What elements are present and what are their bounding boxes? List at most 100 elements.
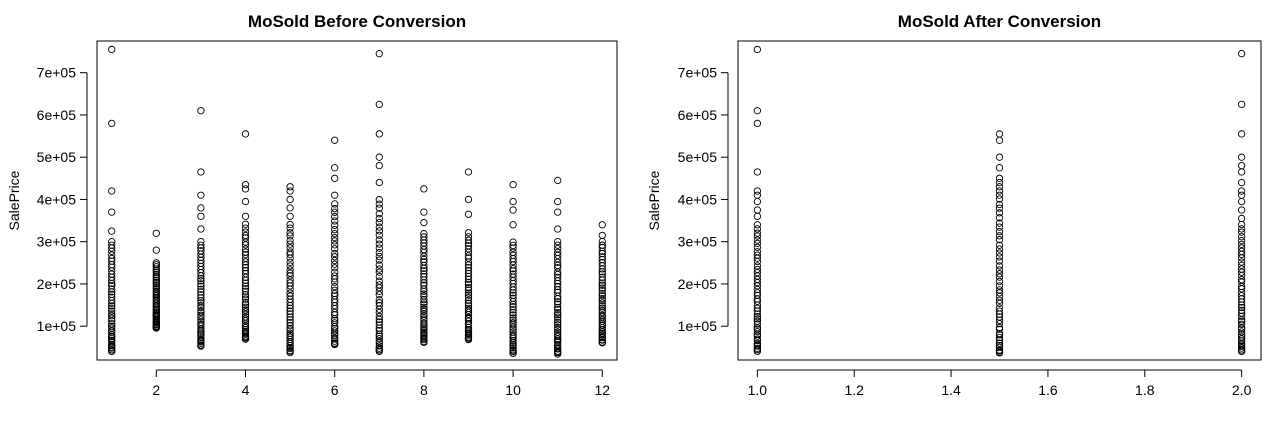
data-point bbox=[1237, 228, 1246, 236]
data-point bbox=[554, 245, 562, 253]
data-point bbox=[152, 246, 160, 254]
data-point bbox=[420, 303, 428, 312]
data-point bbox=[753, 310, 762, 318]
data-point bbox=[753, 236, 762, 244]
data-point bbox=[420, 185, 428, 193]
data-point bbox=[286, 220, 294, 229]
data-point bbox=[598, 281, 606, 289]
data-point bbox=[152, 261, 160, 269]
data-point bbox=[753, 327, 762, 336]
data-point bbox=[554, 282, 562, 291]
data-point bbox=[331, 327, 339, 335]
data-point bbox=[1237, 233, 1246, 241]
data-point bbox=[108, 320, 116, 328]
x-tick-label: 1.2 bbox=[844, 382, 864, 398]
data-point bbox=[509, 311, 517, 319]
data-point bbox=[995, 209, 1004, 217]
chart-title: MoSold Before Conversion bbox=[248, 12, 466, 31]
data-point bbox=[286, 229, 294, 237]
data-point bbox=[753, 221, 762, 229]
data-point bbox=[464, 233, 473, 241]
data-point bbox=[995, 292, 1004, 301]
data-point bbox=[375, 344, 383, 352]
data-point bbox=[995, 339, 1004, 347]
data-point bbox=[995, 253, 1004, 261]
data-point bbox=[331, 324, 339, 333]
data-point bbox=[554, 241, 562, 249]
data-point bbox=[375, 240, 383, 248]
data-point bbox=[598, 241, 606, 249]
data-point bbox=[554, 313, 562, 321]
data-point bbox=[598, 294, 606, 303]
data-point bbox=[995, 204, 1004, 212]
data-point bbox=[197, 291, 205, 299]
data-point bbox=[1237, 247, 1246, 256]
data-point bbox=[995, 257, 1004, 265]
y-tick-label: 5e+05 bbox=[678, 149, 718, 165]
data-point bbox=[286, 258, 294, 267]
data-point bbox=[598, 311, 606, 320]
data-point bbox=[420, 305, 428, 314]
y-tick-label: 1e+05 bbox=[678, 318, 718, 334]
data-point bbox=[286, 224, 294, 232]
chart-panel-2: MoSold After Conversion SalePrice 1.0 1.2 1.… bbox=[646, 12, 1262, 398]
data-point bbox=[331, 286, 339, 294]
x-tick-label: 12 bbox=[594, 382, 610, 398]
data-point bbox=[464, 325, 473, 334]
data-point bbox=[375, 277, 383, 285]
data-point bbox=[241, 248, 250, 256]
data-point bbox=[241, 185, 250, 193]
data-point bbox=[331, 237, 339, 245]
data-point bbox=[598, 237, 606, 246]
data-point bbox=[1237, 178, 1246, 187]
data-point bbox=[241, 303, 250, 311]
data-point bbox=[241, 258, 250, 266]
data-point bbox=[331, 233, 339, 242]
data-point bbox=[509, 323, 517, 331]
data-point bbox=[554, 273, 562, 282]
data-point bbox=[554, 264, 562, 272]
data-point bbox=[1237, 268, 1246, 276]
data-point bbox=[554, 303, 562, 312]
data-point bbox=[995, 289, 1004, 297]
data-point bbox=[995, 200, 1004, 209]
data-point bbox=[197, 107, 205, 115]
data-point bbox=[1237, 265, 1246, 273]
data-point bbox=[420, 319, 428, 328]
data-point bbox=[509, 265, 517, 273]
data-point bbox=[241, 224, 250, 232]
data-point bbox=[464, 261, 473, 269]
data-point bbox=[286, 262, 294, 270]
data-point bbox=[331, 191, 339, 199]
data-point bbox=[753, 265, 762, 274]
data-point bbox=[241, 293, 250, 301]
data-point bbox=[509, 314, 517, 322]
data-point bbox=[286, 244, 294, 252]
data-point bbox=[241, 285, 250, 293]
data-point bbox=[331, 268, 339, 276]
data-point bbox=[598, 315, 606, 324]
data-point bbox=[197, 274, 205, 283]
data-point bbox=[464, 275, 473, 283]
data-point bbox=[375, 178, 383, 187]
data-point bbox=[420, 300, 428, 308]
data-point bbox=[1237, 236, 1246, 245]
data-point bbox=[1237, 191, 1246, 199]
data-point bbox=[108, 119, 116, 128]
data-point bbox=[420, 233, 428, 241]
data-point bbox=[509, 331, 517, 339]
data-point bbox=[152, 278, 160, 286]
data-point bbox=[554, 325, 562, 334]
data-point bbox=[995, 232, 1004, 240]
data-point bbox=[1237, 225, 1246, 233]
data-point bbox=[108, 187, 116, 195]
data-point bbox=[286, 331, 294, 340]
data-point bbox=[331, 221, 339, 229]
data-point bbox=[598, 286, 606, 295]
data-point bbox=[420, 295, 428, 304]
data-point bbox=[509, 270, 517, 278]
data-point bbox=[286, 240, 294, 248]
data-point bbox=[464, 245, 473, 253]
data-point bbox=[1237, 220, 1246, 229]
